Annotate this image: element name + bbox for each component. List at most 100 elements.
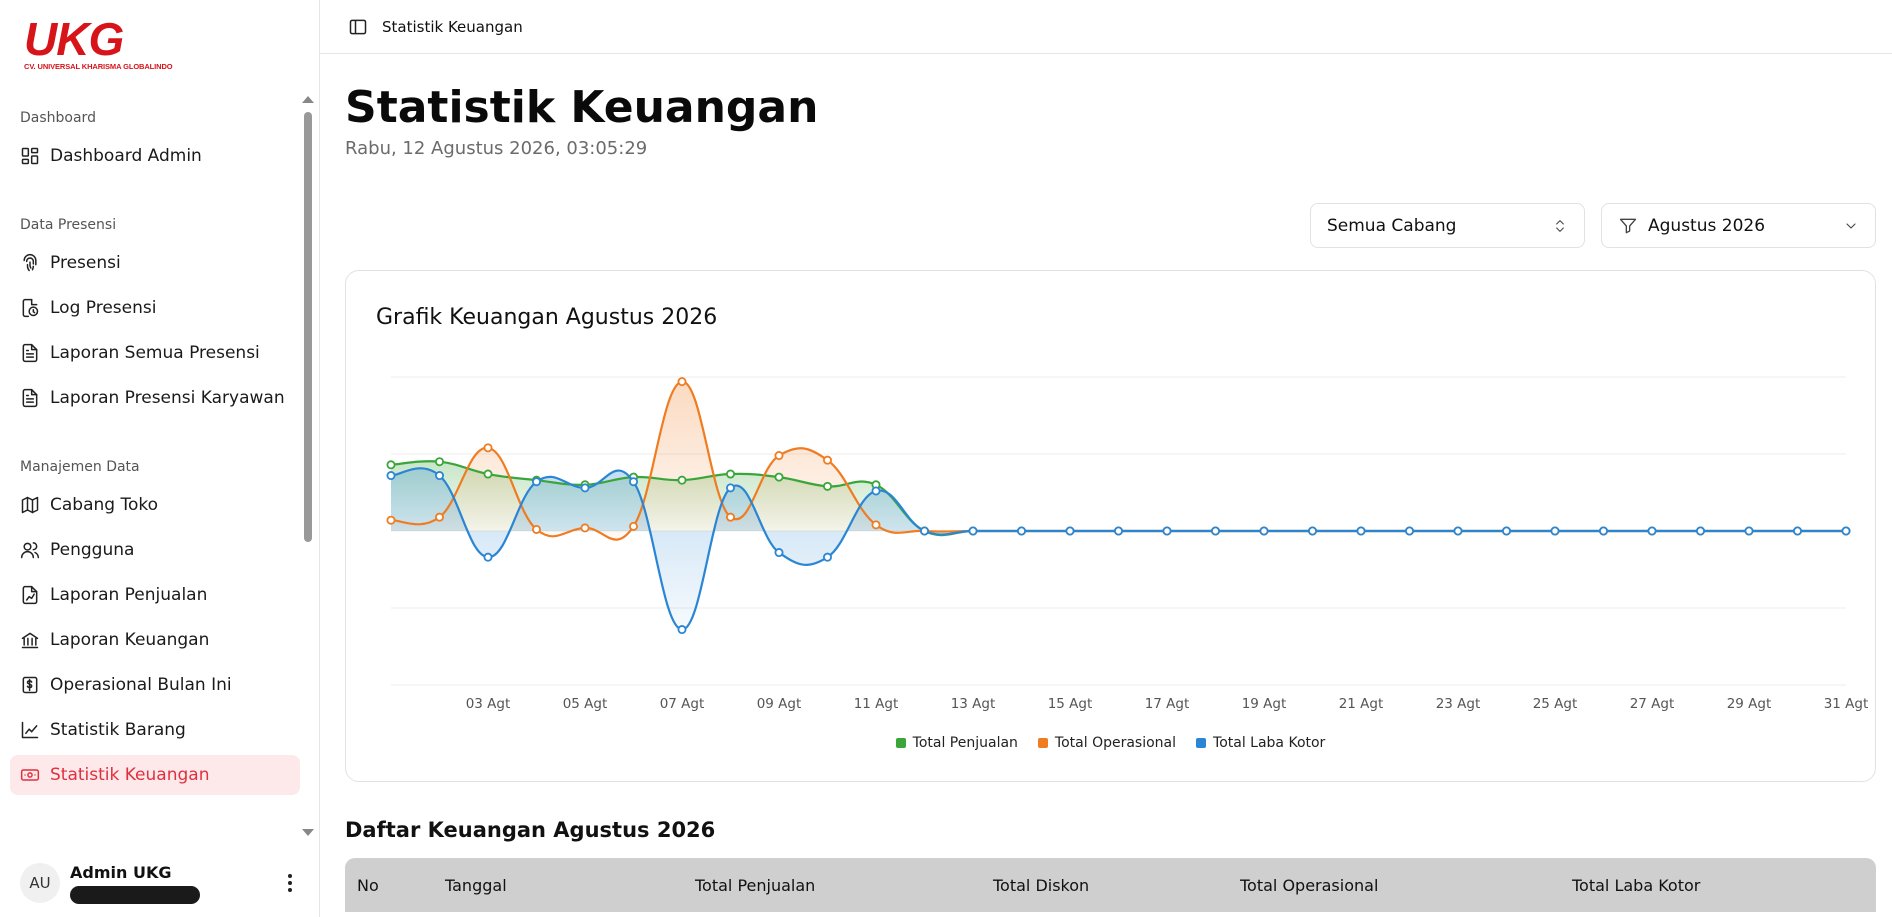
data-point [822, 552, 832, 562]
data-point [1502, 526, 1512, 536]
sidebar-toggle-icon[interactable] [348, 17, 368, 37]
sidebar-item-dashboard-admin[interactable]: Dashboard Admin [10, 136, 300, 176]
series-area [391, 381, 1846, 540]
legend-item[interactable]: Total Penjualan [895, 735, 1018, 751]
table-header-total-operasional[interactable]: Total Operasional [1240, 875, 1379, 895]
brand-logo[interactable]: UKG CV. UNIVERSAL KHARISMA GLOBALINDO [24, 16, 174, 72]
data-point [677, 625, 687, 635]
sidebar-item-label: Dashboard Admin [50, 146, 202, 166]
x-tick-label: 05 Agt [563, 696, 608, 712]
table-title: Daftar Keuangan Agustus 2026 [345, 818, 716, 842]
data-point [1550, 526, 1560, 536]
scroll-thumb[interactable] [304, 112, 312, 542]
page-title: Statistik Keuangan [345, 82, 819, 133]
data-point [435, 471, 445, 481]
sidebar-nav: Dashboard Dashboard Admin Data Presensi … [10, 96, 300, 800]
sidebar-item-label: Operasional Bulan Ini [50, 675, 232, 695]
x-tick-label: 29 Agt [1727, 696, 1772, 712]
logo-subtitle: CV. UNIVERSAL KHARISMA GLOBALINDO [24, 62, 173, 71]
legend-swatch [1196, 738, 1207, 748]
data-point [725, 512, 735, 522]
table-header-total-laba-kotor[interactable]: Total Laba Kotor [1572, 875, 1701, 895]
file-chart-icon [20, 585, 40, 605]
data-point [1308, 526, 1318, 536]
table-header-total-diskon[interactable]: Total Diskon [993, 875, 1090, 895]
table-header-total-penjualan[interactable]: Total Penjualan [695, 875, 816, 895]
data-point [483, 469, 493, 479]
sidebar-item-log-presensi[interactable]: Log Presensi [10, 288, 300, 328]
table-header-no[interactable]: No [357, 875, 379, 895]
data-point [774, 472, 784, 482]
scroll-down-arrow-icon[interactable] [302, 829, 314, 836]
x-tick-label: 09 Agt [757, 696, 802, 712]
nav-group-label-manajemen-data: Manajemen Data [20, 459, 140, 475]
legend-item[interactable]: Total Laba Kotor [1196, 735, 1325, 751]
map-icon [20, 495, 40, 515]
data-point [1599, 526, 1609, 536]
sidebar-item-label: Cabang Toko [50, 495, 159, 515]
sidebar-item-laporan-presensi-karyawan[interactable]: Laporan Presensi Karyawan [10, 378, 300, 418]
chevrons-up-down-icon [1556, 219, 1564, 232]
data-point [628, 521, 638, 531]
sidebar-item-statistik-keuangan[interactable]: Statistik Keuangan [10, 755, 300, 795]
sidebar-item-laporan-semua-presensi[interactable]: Laporan Semua Presensi [10, 333, 300, 373]
scroll-up-arrow-icon[interactable] [302, 96, 314, 103]
sidebar-item-laporan-keuangan[interactable]: Laporan Keuangan [10, 620, 300, 660]
data-point [580, 483, 590, 493]
branch-select[interactable]: Semua Cabang [1310, 203, 1585, 248]
user-email-redacted [70, 885, 200, 904]
topbar: Statistik Keuangan [320, 0, 1892, 54]
data-point [531, 477, 541, 487]
sidebar-item-presensi[interactable]: Presensi [10, 243, 300, 283]
data-point [677, 475, 687, 485]
data-point [920, 526, 930, 536]
file-clock-icon [20, 298, 40, 318]
x-tick-label: 27 Agt [1630, 696, 1675, 712]
data-point [822, 481, 832, 491]
more-vertical-icon[interactable] [280, 868, 300, 898]
data-point [1065, 526, 1075, 536]
sidebar-item-label: Laporan Presensi Karyawan [50, 388, 285, 408]
data-point [386, 515, 396, 525]
legend-label: Total Laba Kotor [1213, 735, 1326, 751]
page-datetime: Rabu, 12 Agustus 2026, 03:05:29 [345, 138, 648, 159]
finance-chart: 03 Agt 05 Agt 07 Agt 09 Agt 11 Agt 13 Agt 15 A… [386, 376, 1868, 712]
data-point [1453, 526, 1463, 536]
main-content: Statistik Keuangan Statistik Keuangan Ra… [320, 0, 1892, 917]
month-select-value: Agustus 2026 [1648, 215, 1766, 236]
data-point [822, 455, 832, 465]
data-point [871, 520, 881, 530]
sidebar-item-operasional-bulan-ini[interactable]: Operasional Bulan Ini [10, 665, 300, 705]
sidebar-item-statistik-barang[interactable]: Statistik Barang [10, 710, 300, 750]
sidebar-scrollbar[interactable] [302, 96, 316, 836]
x-tick-label: 19 Agt [1242, 696, 1287, 712]
data-point [483, 443, 493, 453]
data-point [386, 471, 396, 481]
sidebar-item-laporan-penjualan[interactable]: Laporan Penjualan [10, 575, 300, 615]
x-tick-label: 07 Agt [660, 696, 705, 712]
data-point [1405, 526, 1415, 536]
chevron-down-icon [1846, 222, 1856, 229]
legend-item[interactable]: Total Operasional [1037, 735, 1176, 751]
data-point [628, 477, 638, 487]
fingerprint-icon [20, 253, 40, 273]
dollar-file-icon [20, 675, 40, 695]
sidebar-item-label: Laporan Semua Presensi [50, 343, 260, 363]
sidebar-item-pengguna[interactable]: Pengguna [10, 530, 300, 570]
breadcrumb: Statistik Keuangan [382, 17, 523, 36]
data-point [580, 523, 590, 533]
series-line [390, 467, 1846, 631]
user-profile[interactable]: AU Admin UKG [20, 860, 300, 906]
month-select[interactable]: Agustus 2026 [1601, 203, 1876, 248]
data-point [1356, 526, 1366, 536]
filter-icon [1619, 218, 1637, 233]
table-header-tanggal[interactable]: Tanggal [445, 875, 507, 895]
data-point [774, 548, 784, 558]
sidebar-item-label: Statistik Barang [50, 720, 186, 740]
data-point [871, 486, 881, 496]
series-area [391, 468, 1846, 630]
data-point [1647, 526, 1657, 536]
data-point [1841, 526, 1851, 536]
sidebar-item-cabang-toko[interactable]: Cabang Toko [10, 485, 300, 525]
